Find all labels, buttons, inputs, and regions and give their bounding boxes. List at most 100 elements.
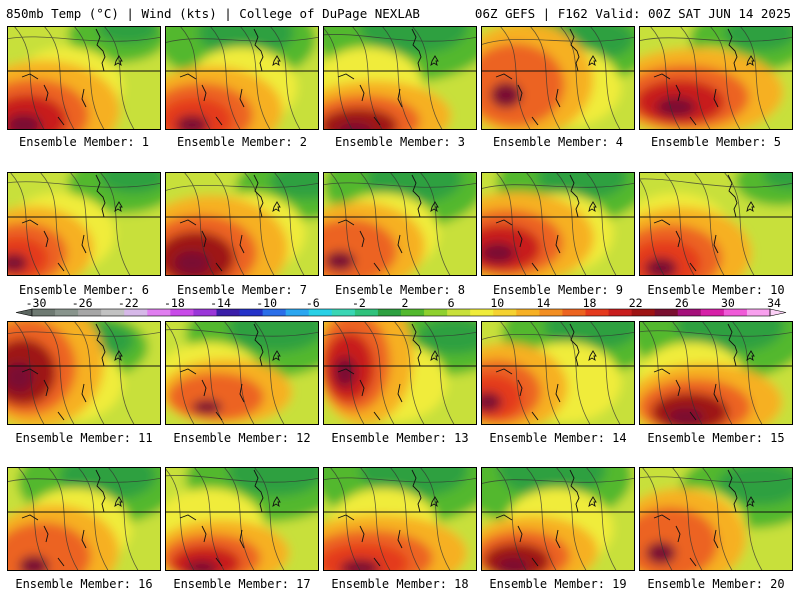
ensemble-member-map — [165, 172, 319, 276]
ensemble-member-label: Ensemble Member: 11 — [15, 431, 153, 445]
temperature-field — [8, 27, 160, 129]
colorbar-swatch — [377, 309, 402, 316]
ensemble-member-label: Ensemble Member: 6 — [18, 283, 150, 297]
colorbar-swatch — [746, 309, 771, 316]
height-contours — [166, 322, 318, 424]
colorbar-tick-label: 22 — [629, 297, 643, 310]
ensemble-member-label: Ensemble Member: 9 — [492, 283, 624, 297]
map-outline — [166, 174, 318, 272]
map-outline — [324, 28, 476, 126]
colorbar-swatch — [216, 309, 241, 316]
colorbar-swatch — [331, 309, 356, 316]
temperature-field — [8, 468, 160, 570]
ensemble-member-label: Ensemble Member: 19 — [489, 577, 627, 591]
colorbar-swatch — [354, 309, 379, 316]
ensemble-member-label: Ensemble Member: 1 — [18, 135, 150, 149]
map-outline — [482, 28, 634, 126]
ensemble-member-map — [7, 172, 161, 276]
colorbar-swatch — [654, 309, 679, 316]
height-contours — [640, 468, 792, 570]
colorbar-tick-label: -22 — [118, 297, 139, 310]
ensemble-member-map — [481, 172, 635, 276]
ensemble-member-map — [639, 321, 793, 425]
map-outline — [640, 469, 792, 567]
ensemble-member-map — [323, 172, 477, 276]
temperature-field — [324, 173, 476, 275]
temperature-field — [324, 322, 476, 424]
colorbar-swatch — [401, 309, 425, 316]
temperature-field — [166, 322, 318, 424]
colorbar-swatch — [170, 309, 194, 316]
ensemble-member-label: Ensemble Member: 13 — [331, 431, 469, 445]
height-contours — [482, 27, 634, 129]
map-outline — [482, 323, 634, 421]
temperature-colorbar: -30-26-22-18-14-10-6-2261014182226303438… — [15, 297, 787, 317]
model-valid-time: 06Z GEFS | F162 Valid: 00Z SAT JUN 14 20… — [474, 6, 791, 21]
ensemble-member-label: Ensemble Member: 18 — [331, 577, 469, 591]
ensemble-member-map — [481, 321, 635, 425]
colorbar-tick-label: 6 — [448, 297, 455, 310]
colorbar-tick-label: 30 — [721, 297, 735, 310]
map-outline — [482, 469, 634, 567]
height-contours — [8, 322, 160, 424]
colorbar-swatch — [562, 309, 586, 316]
height-contours — [640, 322, 792, 424]
colorbar-swatch — [78, 309, 102, 316]
map-outline — [324, 323, 476, 421]
temperature-field — [8, 173, 160, 275]
height-contours — [8, 27, 160, 129]
map-outline — [166, 323, 318, 421]
ensemble-member-map — [323, 321, 477, 425]
temperature-field — [482, 468, 634, 570]
colorbar-tick-label: -14 — [210, 297, 231, 310]
colorbar-tick-label: 10 — [490, 297, 504, 310]
colorbar-swatch — [631, 309, 656, 316]
ensemble-member-label: Ensemble Member: 15 — [647, 431, 785, 445]
temperature-field — [482, 322, 634, 424]
temperature-field — [166, 468, 318, 570]
colorbar-swatch — [585, 309, 610, 316]
colorbar-swatch — [239, 309, 264, 316]
height-contours — [640, 27, 792, 129]
ensemble-member-label: Ensemble Member: 2 — [176, 135, 308, 149]
ensemble-member-map — [165, 467, 319, 571]
height-contours — [8, 173, 160, 275]
height-contours — [482, 322, 634, 424]
ensemble-member-label: Ensemble Member: 7 — [176, 283, 308, 297]
colorbar-swatch — [124, 309, 148, 316]
height-contours — [640, 173, 792, 275]
map-outline — [8, 323, 160, 421]
colorbar-swatch — [262, 309, 287, 316]
ensemble-member-label: Ensemble Member: 5 — [650, 135, 782, 149]
colorbar-swatch — [493, 309, 517, 316]
colorbar-swatch — [308, 309, 333, 316]
temperature-field — [482, 173, 634, 275]
map-outline — [482, 174, 634, 272]
colorbar-tick-label: -18 — [164, 297, 185, 310]
map-outline — [324, 174, 476, 272]
colorbar-tick-label: 14 — [536, 297, 550, 310]
ensemble-member-label: Ensemble Member: 14 — [489, 431, 627, 445]
temperature-field — [640, 322, 792, 424]
colorbar-swatch — [285, 309, 310, 316]
colorbar-swatch — [424, 309, 448, 316]
ensemble-member-map — [481, 26, 635, 130]
colorbar-min-arrow — [15, 308, 33, 317]
height-contours — [8, 468, 160, 570]
map-title: 850mb Temp (°C) | Wind (kts) | College o… — [6, 6, 420, 21]
map-outline — [324, 469, 476, 567]
ensemble-member-map — [7, 26, 161, 130]
ensemble-member-map — [639, 26, 793, 130]
colorbar-swatch — [447, 309, 471, 316]
ensemble-member-map — [7, 467, 161, 571]
temperature-field — [640, 27, 792, 129]
ensemble-member-map — [323, 26, 477, 130]
temperature-field — [8, 322, 160, 424]
height-contours — [324, 468, 476, 570]
ensemble-member-label: Ensemble Member: 3 — [334, 135, 466, 149]
ensemble-member-label: Ensemble Member: 17 — [173, 577, 311, 591]
colorbar-swatch — [147, 309, 171, 316]
colorbar-tick-label: -10 — [256, 297, 277, 310]
colorbar-swatch — [677, 309, 702, 316]
